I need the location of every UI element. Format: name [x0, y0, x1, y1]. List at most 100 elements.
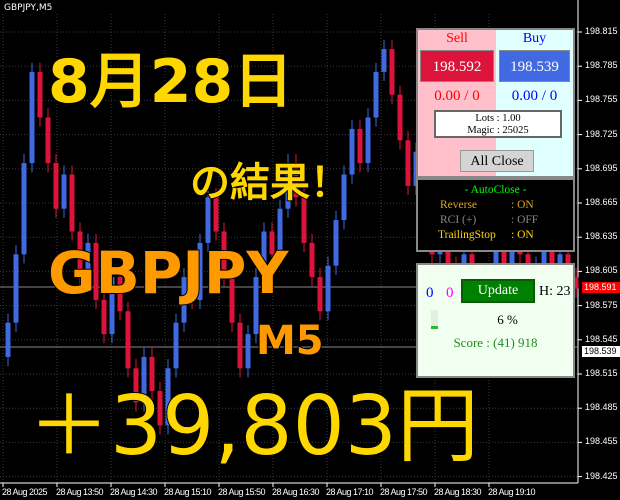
hour-label: H: 23 — [539, 284, 571, 299]
candle-body — [13, 254, 19, 323]
candle-body — [261, 231, 267, 278]
score-text: Score : (41) 918 — [453, 335, 538, 350]
overlay-timeframe: M5 — [255, 317, 325, 365]
candle-body — [389, 49, 395, 95]
candle-body — [317, 277, 323, 312]
price-label: 198.815 — [585, 26, 618, 36]
progress-text: 6 % — [497, 312, 518, 327]
candle-body — [301, 197, 307, 243]
price-label: 198.755 — [585, 94, 618, 105]
row-value: : ON — [511, 199, 534, 211]
candle-body — [381, 49, 387, 72]
candle-body — [173, 322, 179, 369]
candle-body — [93, 242, 99, 300]
row-key: Reverse — [440, 199, 478, 211]
price-label: 198.575 — [585, 299, 618, 310]
autoclose-row-trailing[interactable]: TrailingStop : ON — [418, 228, 573, 243]
buy-label: Buy — [522, 31, 547, 46]
count-magenta: 0 — [446, 285, 454, 301]
candle-body — [285, 163, 291, 209]
candle-body — [181, 277, 187, 323]
price-label: 198.665 — [585, 197, 618, 207]
candle-body — [101, 299, 107, 335]
price-label: 198.605 — [585, 265, 618, 276]
trade-panel: Sell 198.592 0.00 / 0 Buy 198.539 0.00 /… — [416, 28, 575, 178]
time-label: 28 Aug 14:30 — [110, 487, 158, 497]
price-label: 198.785 — [585, 60, 618, 71]
candle-body — [37, 71, 43, 118]
candle-body — [125, 311, 131, 369]
candle-body — [21, 163, 27, 255]
candle-body — [253, 277, 259, 335]
time-label: 28 Aug 15:10 — [164, 487, 212, 497]
overlay-date: 8月28日 — [46, 46, 294, 118]
time-label: 28 Aug 15:50 — [218, 487, 266, 497]
candle-body — [573, 277, 579, 289]
time-label: 28 Aug 19:10 — [488, 487, 536, 497]
candle-body — [373, 71, 379, 118]
sell-label: Sell — [446, 31, 468, 46]
candle-body — [109, 277, 115, 335]
symbol-label: GBPJPY,M5 — [4, 3, 53, 13]
autoclose-title: - AutoClose - — [464, 184, 527, 196]
autoclose-row-rci[interactable]: RCI (+): OFF — [418, 213, 573, 228]
candle-body — [53, 163, 59, 209]
time-label: 28 Aug 18:30 — [434, 487, 482, 497]
update-button[interactable]: Update — [461, 279, 535, 303]
price-label: 198.545 — [585, 333, 618, 344]
count-blue: 0 — [426, 285, 434, 301]
candle-body — [245, 334, 251, 369]
autoclose-panel: - AutoClose - Reverse : ON RCI (+): OFF T… — [416, 178, 575, 252]
candle-body — [213, 197, 219, 232]
candle-body — [85, 242, 91, 278]
candle-body — [5, 322, 11, 357]
progress-fill — [431, 325, 438, 329]
candle-body — [69, 174, 75, 232]
buy-button[interactable]: 198.539 — [499, 50, 570, 82]
candle-body — [45, 117, 51, 164]
row-key: TrailingStop — [438, 229, 496, 241]
candle-body — [157, 391, 163, 426]
candle-body — [349, 128, 355, 175]
candle-body — [61, 174, 67, 209]
candle-body — [309, 242, 315, 278]
price-label: 198.635 — [585, 231, 618, 242]
candle-body — [165, 368, 171, 426]
price-label: 198.725 — [585, 128, 618, 139]
status-panel: 0 0 Update H: 23 6 % Score : (41) 918 — [416, 263, 575, 378]
candle-body — [341, 174, 347, 221]
candle-body — [205, 197, 211, 243]
candle-body — [133, 368, 139, 403]
candle-body — [149, 356, 155, 392]
lots-value: Lots : 1.00 — [475, 113, 521, 124]
overlay-pair: GBPJPY — [47, 239, 289, 307]
candle-body — [229, 277, 235, 323]
ask-price-tag: 198.539 — [582, 346, 620, 357]
candle-body — [237, 322, 243, 369]
sell-position: 0.00 / 0 — [434, 88, 480, 104]
price-label: 198.425 — [585, 470, 618, 481]
candle-body — [29, 71, 35, 164]
candle-body — [541, 242, 547, 266]
price-label: 198.515 — [585, 368, 618, 378]
candle-body — [141, 356, 147, 403]
candle-body — [357, 128, 363, 164]
candle-body — [405, 140, 411, 186]
bid-price-tag: 198.591 — [582, 282, 620, 293]
candle-body — [493, 242, 499, 278]
progress-bar — [431, 310, 438, 329]
candle-body — [397, 94, 403, 141]
time-label: 28 Aug 16:30 — [272, 487, 320, 497]
row-value: : OFF — [511, 214, 539, 226]
row-value: : ON — [511, 229, 534, 241]
sell-button[interactable]: 198.592 — [420, 50, 494, 82]
all-close-button[interactable]: All Close — [460, 150, 534, 172]
autoclose-row-reverse[interactable]: Reverse : ON — [418, 198, 573, 213]
time-label: 28 Aug 2025 — [2, 487, 48, 497]
candle-body — [221, 231, 227, 278]
time-label: 28 Aug 17:10 — [326, 487, 374, 497]
overlay-result: の結果！ — [189, 159, 351, 207]
candle-body — [189, 277, 195, 300]
buy-position: 0.00 / 0 — [511, 88, 558, 104]
magic-value: Magic : 25025 — [467, 125, 529, 136]
